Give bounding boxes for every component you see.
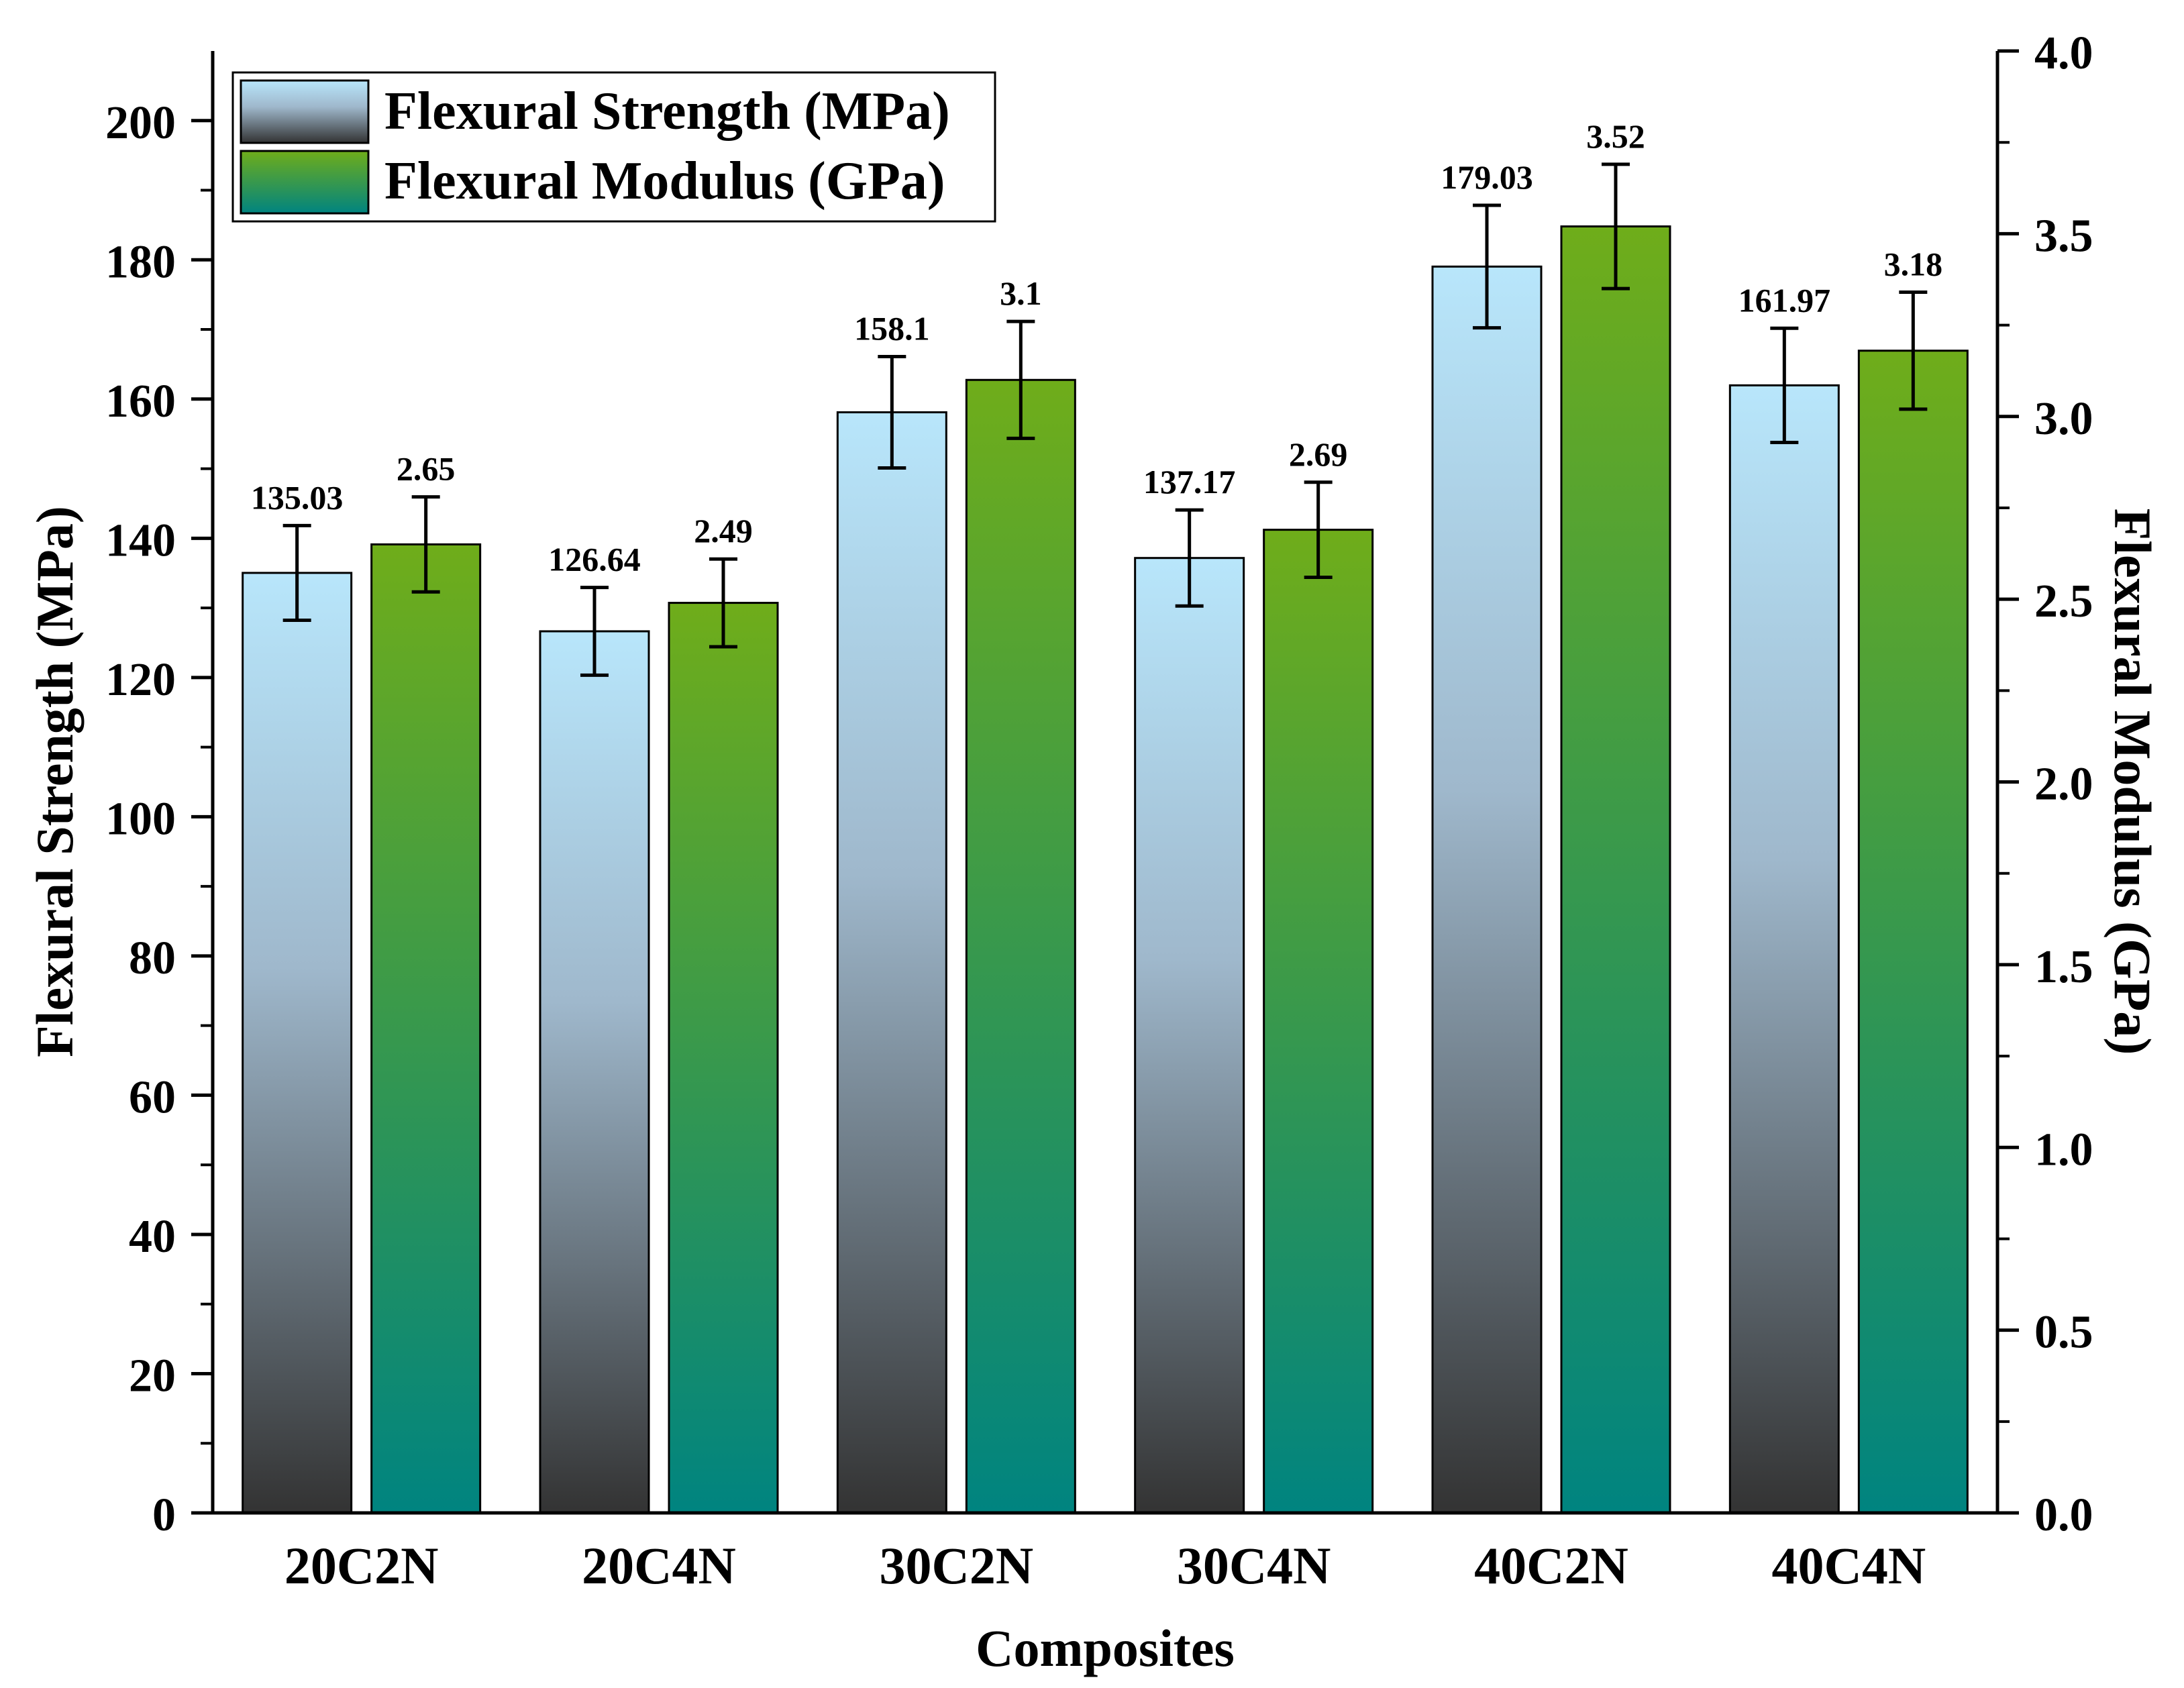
- legend-label-modulus: Flexural Modulus (GPa): [384, 152, 945, 211]
- x-tick-label-40c2n: 40C2N: [1474, 1536, 1628, 1595]
- left-ticks-layer: 0 20 40 60 80 100 120 140 160 180 200: [105, 97, 213, 1541]
- value-label-modulus-20c2n: 2.65: [397, 450, 456, 488]
- value-label-strength-20c2n: 135.03: [251, 478, 344, 516]
- y-tick-label: 60: [129, 1071, 176, 1123]
- bars-layer: [242, 225, 1969, 1514]
- legend-swatch-modulus: [240, 150, 370, 215]
- value-label-modulus-30c2n: 3.1: [1000, 274, 1042, 312]
- bar-strength-40c4n: [1728, 384, 1840, 1514]
- error-bar-strength-30c2n: [878, 355, 906, 470]
- y2-tick-label: 3.0: [2034, 393, 2093, 445]
- error-bar-strength-20c4n: [580, 586, 609, 677]
- bar-modulus-30c4n: [1263, 529, 1374, 1514]
- right-ticks-layer: 0.0 0.5 1.0 1.5 2.0 2.5 3.0 3.5 4.0: [1997, 28, 2093, 1541]
- bar-strength-20c4n: [539, 630, 650, 1514]
- legend-swatch-strength: [240, 79, 370, 144]
- error-bar-modulus-30c2n: [1006, 319, 1035, 440]
- y-tick-label: 0: [152, 1489, 176, 1541]
- bar-strength-20c2n: [242, 572, 353, 1514]
- y2-axis-title: Flexural Modulus (GPa): [2103, 509, 2162, 1055]
- bar-strength-40c2n: [1431, 265, 1543, 1514]
- y2-tick-label: 1.5: [2034, 941, 2093, 993]
- x-tick-label-20c2n: 20C2N: [284, 1536, 439, 1595]
- y-tick-label: 20: [129, 1350, 176, 1402]
- y-tick-label: 140: [105, 515, 176, 566]
- error-bar-modulus-20c4n: [709, 557, 737, 649]
- y2-tick-label: 2.5: [2034, 576, 2093, 627]
- bar-modulus-40c2n: [1560, 225, 1671, 1514]
- value-label-strength-40c2n: 179.03: [1441, 158, 1533, 196]
- x-tick-label-20c4n: 20C4N: [582, 1536, 736, 1595]
- y-tick-label: 80: [129, 933, 176, 984]
- value-label-strength-30c2n: 158.1: [854, 310, 930, 348]
- bar-modulus-30c2n: [965, 378, 1076, 1514]
- error-bar-strength-40c2n: [1473, 203, 1501, 330]
- bar-modulus-20c2n: [370, 543, 482, 1514]
- y2-tick-label: 0.0: [2034, 1489, 2093, 1541]
- bar-strength-30c2n: [836, 411, 947, 1514]
- y-tick-label: 180: [105, 236, 176, 288]
- x-tick-label-30c4n: 30C4N: [1177, 1536, 1331, 1595]
- y-tick-label: 120: [105, 654, 176, 706]
- error-bar-strength-30c4n: [1175, 508, 1204, 608]
- value-label-strength-30c4n: 137.17: [1143, 463, 1236, 500]
- bar-modulus-20c4n: [668, 602, 779, 1514]
- y-tick-label: 200: [105, 97, 176, 149]
- legend-label-strength: Flexural Strength (MPa): [384, 82, 950, 141]
- error-bar-strength-20c2n: [282, 523, 311, 622]
- value-label-modulus-40c2n: 3.52: [1586, 117, 1645, 155]
- x-ticks-layer: 20C2N 20C4N 30C2N 30C4N 40C2N 40C4N: [284, 1536, 1926, 1595]
- y-tick-label: 100: [105, 793, 176, 845]
- error-bars-layer: [282, 162, 1928, 677]
- error-bar-modulus-40c4n: [1899, 291, 1928, 411]
- value-labels-layer: 135.03 2.65 126.64 2.49 158.1 3.1 137.17 2.69 17…: [251, 117, 1942, 578]
- x-tick-label-40c4n: 40C4N: [1771, 1536, 1926, 1595]
- bar-modulus-40c4n: [1857, 350, 1969, 1514]
- x-tick-label-30c2n: 30C2N: [879, 1536, 1033, 1595]
- y-axis-title: Flexural Strength (MPa): [25, 506, 84, 1057]
- y2-tick-label: 2.0: [2034, 759, 2093, 810]
- y2-tick-label: 4.0: [2034, 28, 2093, 79]
- x-axis-title: Composites: [976, 1619, 1235, 1677]
- value-label-strength-40c4n: 161.97: [1738, 281, 1831, 319]
- y2-tick-label: 1.0: [2034, 1124, 2093, 1175]
- y2-tick-label: 3.5: [2034, 210, 2093, 262]
- y-tick-label: 40: [129, 1211, 176, 1263]
- value-label-modulus-30c4n: 2.69: [1289, 435, 1348, 473]
- error-bar-strength-40c4n: [1770, 326, 1799, 444]
- value-label-strength-20c4n: 126.64: [548, 541, 641, 578]
- y-tick-label: 160: [105, 376, 176, 427]
- error-bar-modulus-30c4n: [1304, 480, 1333, 579]
- value-label-modulus-20c4n: 2.49: [694, 512, 753, 549]
- bar-strength-30c4n: [1134, 557, 1245, 1514]
- legend: Flexural Strength (MPa) Flexural Modulus…: [231, 71, 996, 223]
- error-bar-modulus-40c2n: [1602, 162, 1630, 291]
- value-label-modulus-40c4n: 3.18: [1884, 246, 1943, 283]
- y2-tick-label: 0.5: [2034, 1307, 2093, 1359]
- error-bar-modulus-20c2n: [411, 495, 440, 594]
